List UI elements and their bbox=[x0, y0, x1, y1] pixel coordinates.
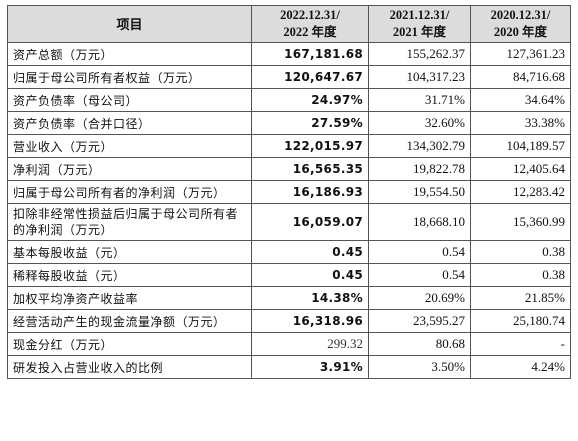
value-2021: 19,822.78 bbox=[368, 157, 471, 181]
table-row: 扣除非经常性损益后归属于母公司所有者的净利润（万元） 16,059.07 18,… bbox=[7, 203, 571, 241]
header-2021: 2021.12.31/2021 年度 bbox=[368, 5, 471, 43]
value-2020: 33.38% bbox=[470, 111, 571, 135]
row-label: 资产总额（万元） bbox=[7, 42, 252, 66]
value-2022: 16,059.07 bbox=[251, 203, 369, 241]
value-2022: 120,647.67 bbox=[251, 65, 369, 89]
value-2020: 127,361.23 bbox=[470, 42, 571, 66]
header-2022-date: 2022.12.31/ bbox=[280, 8, 340, 22]
row-label: 稀释每股收益（元） bbox=[7, 263, 252, 287]
value-2020: 104,189.57 bbox=[470, 134, 571, 158]
row-label: 加权平均净资产收益率 bbox=[7, 286, 252, 310]
value-2020: 25,180.74 bbox=[470, 309, 571, 333]
value-2020: 12,283.42 bbox=[470, 180, 571, 204]
row-label: 资产负债率（母公司） bbox=[7, 88, 252, 112]
table-row: 现金分红（万元） 299.32 80.68 - bbox=[7, 332, 571, 356]
financial-summary-table: 项目 2022.12.31/2022 年度 2021.12.31/2021 年度… bbox=[7, 5, 571, 379]
table-header-row: 项目 2022.12.31/2022 年度 2021.12.31/2021 年度… bbox=[7, 5, 571, 43]
value-2022: 122,015.97 bbox=[251, 134, 369, 158]
value-2022: 167,181.68 bbox=[251, 42, 369, 66]
header-2022: 2022.12.31/2022 年度 bbox=[251, 5, 369, 43]
value-2021: 155,262.37 bbox=[368, 42, 471, 66]
value-2022: 299.32 bbox=[251, 332, 369, 356]
row-label: 营业收入（万元） bbox=[7, 134, 252, 158]
value-2021: 19,554.50 bbox=[368, 180, 471, 204]
value-2021: 0.54 bbox=[368, 263, 471, 287]
table-row: 归属于母公司所有者权益（万元） 120,647.67 104,317.23 84… bbox=[7, 65, 571, 89]
value-2020: 0.38 bbox=[470, 240, 571, 264]
value-2022: 16,565.35 bbox=[251, 157, 369, 181]
value-2020: 84,716.68 bbox=[470, 65, 571, 89]
value-2022: 27.59% bbox=[251, 111, 369, 135]
row-label: 净利润（万元） bbox=[7, 157, 252, 181]
table-row: 归属于母公司所有者的净利润（万元） 16,186.93 19,554.50 12… bbox=[7, 180, 571, 204]
value-2020: - bbox=[470, 332, 571, 356]
value-2022: 0.45 bbox=[251, 263, 369, 287]
financial-table-container: 项目 2022.12.31/2022 年度 2021.12.31/2021 年度… bbox=[7, 5, 571, 379]
value-2021: 134,302.79 bbox=[368, 134, 471, 158]
value-2021: 104,317.23 bbox=[368, 65, 471, 89]
value-2021: 3.50% bbox=[368, 355, 471, 379]
row-label: 基本每股收益（元） bbox=[7, 240, 252, 264]
row-label: 归属于母公司所有者权益（万元） bbox=[7, 65, 252, 89]
table-row: 加权平均净资产收益率 14.38% 20.69% 21.85% bbox=[7, 286, 571, 310]
value-2022: 14.38% bbox=[251, 286, 369, 310]
row-label: 现金分红（万元） bbox=[7, 332, 252, 356]
value-2022: 24.97% bbox=[251, 88, 369, 112]
value-2020: 4.24% bbox=[470, 355, 571, 379]
value-2021: 0.54 bbox=[368, 240, 471, 264]
header-2020-date: 2020.12.31/ bbox=[490, 8, 551, 22]
value-2022: 16,186.93 bbox=[251, 180, 369, 204]
table-row: 资产总额（万元） 167,181.68 155,262.37 127,361.2… bbox=[7, 42, 571, 66]
value-2021: 32.60% bbox=[368, 111, 471, 135]
value-2021: 31.71% bbox=[368, 88, 471, 112]
row-label: 研发投入占营业收入的比例 bbox=[7, 355, 252, 379]
value-2020: 12,405.64 bbox=[470, 157, 571, 181]
header-2021-date: 2021.12.31/ bbox=[389, 8, 450, 22]
value-2021: 23,595.27 bbox=[368, 309, 471, 333]
value-2020: 0.38 bbox=[470, 263, 571, 287]
value-2020: 34.64% bbox=[470, 88, 571, 112]
value-2021: 18,668.10 bbox=[368, 203, 471, 241]
table-row: 资产负债率（合并口径） 27.59% 32.60% 33.38% bbox=[7, 111, 571, 135]
header-2022-year: 2022 年度 bbox=[283, 25, 337, 39]
table-row: 营业收入（万元） 122,015.97 134,302.79 104,189.5… bbox=[7, 134, 571, 158]
header-2020-year: 2020 年度 bbox=[493, 25, 548, 39]
table-row: 经营活动产生的现金流量净额（万元） 16,318.96 23,595.27 25… bbox=[7, 309, 571, 333]
value-2022: 3.91% bbox=[251, 355, 369, 379]
row-label: 扣除非经常性损益后归属于母公司所有者的净利润（万元） bbox=[7, 203, 252, 241]
value-2022: 16,318.96 bbox=[251, 309, 369, 333]
row-label: 归属于母公司所有者的净利润（万元） bbox=[7, 180, 252, 204]
header-2021-year: 2021 年度 bbox=[392, 25, 447, 39]
header-2020: 2020.12.31/2020 年度 bbox=[470, 5, 571, 43]
value-2020: 15,360.99 bbox=[470, 203, 571, 241]
value-2021: 80.68 bbox=[368, 332, 471, 356]
table-row: 稀释每股收益（元） 0.45 0.54 0.38 bbox=[7, 263, 571, 287]
table-row: 基本每股收益（元） 0.45 0.54 0.38 bbox=[7, 240, 571, 264]
header-item: 项目 bbox=[7, 5, 252, 43]
row-label: 经营活动产生的现金流量净额（万元） bbox=[7, 309, 252, 333]
value-2022: 0.45 bbox=[251, 240, 369, 264]
value-2020: 21.85% bbox=[470, 286, 571, 310]
table-row: 研发投入占营业收入的比例 3.91% 3.50% 4.24% bbox=[7, 355, 571, 379]
value-2021: 20.69% bbox=[368, 286, 471, 310]
table-row: 资产负债率（母公司） 24.97% 31.71% 34.64% bbox=[7, 88, 571, 112]
row-label: 资产负债率（合并口径） bbox=[7, 111, 252, 135]
table-row: 净利润（万元） 16,565.35 19,822.78 12,405.64 bbox=[7, 157, 571, 181]
